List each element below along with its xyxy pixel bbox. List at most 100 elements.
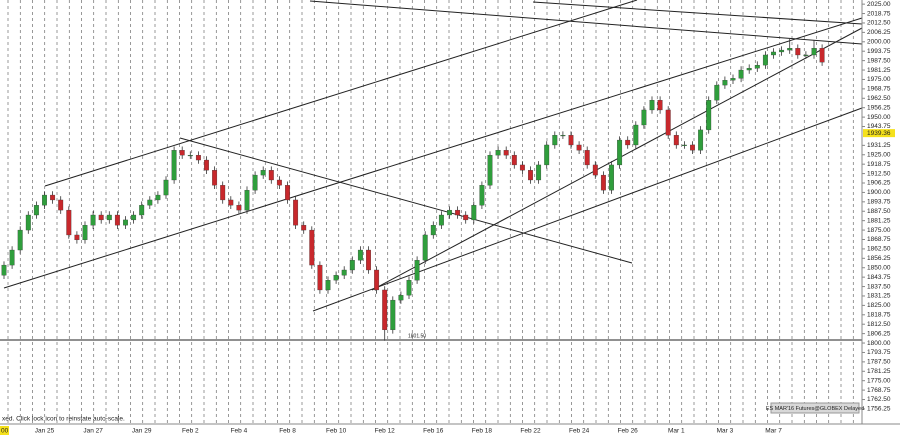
x-tick-label: Feb 2 [182,428,199,435]
y-tick-label: 1875.00 [867,227,891,234]
y-tick-label: 1762.50 [867,396,891,403]
time-grid [7,0,854,424]
y-tick-label: 1850.00 [867,264,891,271]
candle-body [528,170,533,181]
candle-body [228,199,234,206]
y-tick-label: 1775.00 [867,377,891,384]
x-tick-label: Jan 25 [35,428,55,435]
candle-body [463,214,469,221]
y-tick-label: 1987.50 [867,57,891,64]
candle-body [706,100,712,131]
candle-body [649,100,655,111]
candle-body [811,48,817,56]
y-tick-label: 1925.00 [867,151,891,158]
x-tick-label: Feb 8 [279,428,296,435]
x-tick-label: Feb 18 [472,428,493,435]
candle-body [803,54,809,56]
candle-body [738,69,744,79]
candle-body [754,64,760,69]
crosshair-time-box [0,426,9,435]
candle-body [487,154,493,186]
y-tick-label: 2025.00 [867,1,891,8]
candle-body [568,135,574,146]
y-tick-label: 1968.75 [867,86,891,93]
candle-body [406,280,412,296]
candle-body [252,174,258,191]
candle-body [50,194,56,201]
candle-body [560,135,566,137]
candle-body [746,68,752,71]
candle-body [681,144,687,146]
candle-body [584,150,590,166]
price-axis: 2025.00 2018.75 2012.50 2006.25 2000.00 1993.… [862,1,895,413]
trendline [371,27,863,291]
candle-body [479,185,485,206]
x-tick-label: Feb 24 [569,428,590,435]
candle-body [795,48,801,56]
candle-body [333,275,339,281]
candle-body [641,109,647,126]
x-tick-label: Mar 1 [668,428,685,435]
candle-body [301,225,307,231]
trendline [179,137,633,264]
candle-body [779,49,785,53]
y-tick-label: 1825.00 [867,302,891,309]
y-tick-label: 1768.75 [867,387,891,394]
candle-body [25,214,31,231]
trendline [312,107,863,312]
candle-body [163,179,169,196]
y-tick-label: 2000.00 [867,39,891,46]
candle-body [171,150,177,181]
y-tick-label: 1862.50 [867,246,891,253]
candle-body [260,170,266,176]
y-tick-label: 1943.75 [867,123,891,130]
candle-body [690,144,695,151]
y-tick-label: 1893.75 [867,199,891,206]
candle-body [74,234,80,241]
trendline [44,0,638,187]
candle-body [673,135,679,146]
candle-body [455,209,461,216]
y-tick-label: 1818.75 [867,312,891,319]
y-tick-label: 1837.50 [867,283,891,290]
candle-body [204,159,209,171]
marker-price-label: 1939.36 [867,130,891,137]
x-tick-label: Jan 27 [83,428,103,435]
candle-body [195,154,201,161]
y-tick-label: 1981.25 [867,67,891,74]
candle-body [114,214,120,226]
y-tick-label: 1843.75 [867,274,891,281]
y-tick-label: 1781.25 [867,368,891,375]
candle-body [438,214,444,226]
instrument-label: ES MAR'16 Futures@GLOBEX Delayed [766,406,864,412]
candle-body [503,150,509,156]
candle-body [730,78,736,81]
trendline [309,0,863,45]
candles [1,38,825,341]
candle-body [33,205,39,216]
y-tick-label: 1887.50 [867,208,891,215]
candle-body [220,185,226,201]
y-tick-label: 1918.75 [867,161,891,168]
candle-body [139,205,145,216]
x-tick-label: Mar 7 [765,428,782,435]
candle-body [123,219,128,226]
y-tick-label: 1812.50 [867,321,891,328]
y-tick-label: 1868.75 [867,236,891,243]
candle-body [625,139,631,146]
candle-body [285,185,290,201]
y-tick-label: 1956.25 [867,104,891,111]
candle-body [819,48,825,63]
y-tick-label: 1962.50 [867,95,891,102]
candle-body [317,264,323,291]
candle-body [244,190,250,211]
y-tick-label: 2018.75 [867,10,891,17]
candle-body [714,84,720,101]
candle-body [155,194,161,201]
candle-body [325,280,331,291]
status-text: xed. Click lock icon to reinstate auto-s… [2,416,125,423]
x-tick-label: Feb 22 [520,428,541,435]
y-tick-label: 1993.75 [867,48,891,55]
